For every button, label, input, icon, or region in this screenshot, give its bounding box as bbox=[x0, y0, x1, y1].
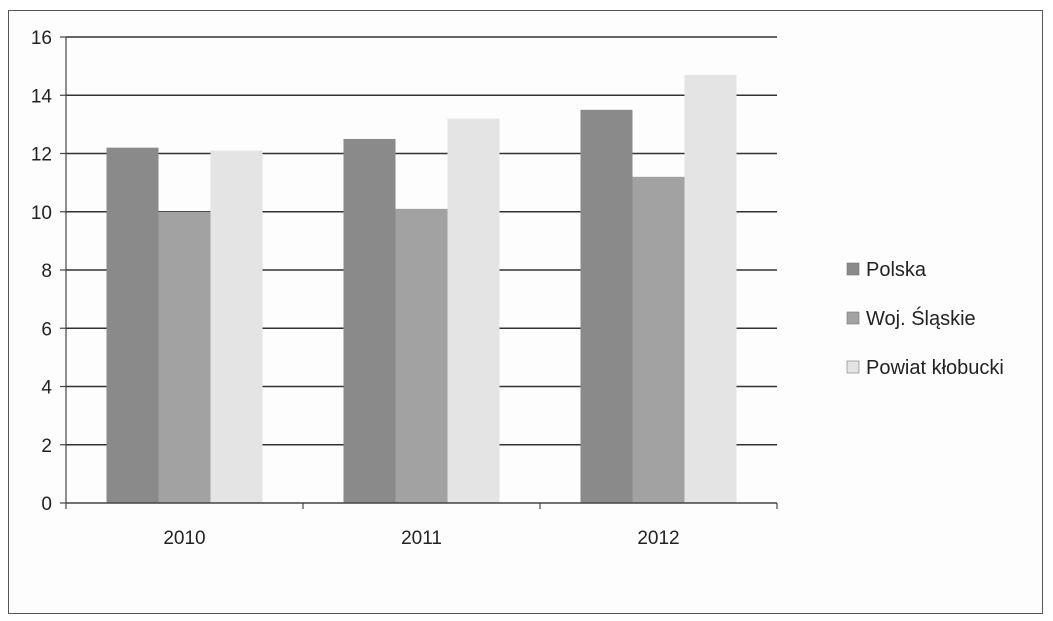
bar-polska-2011 bbox=[343, 138, 396, 503]
bar-powiat-klobucki-2012 bbox=[684, 74, 737, 504]
legend-swatch-powiat-klobucki bbox=[846, 360, 860, 374]
y-tick-label-8: 8 bbox=[41, 261, 52, 282]
chart-frame: 0 2 4 6 8 10 12 14 16 2010 2011 2012 Polska Woj. Śl… bbox=[8, 10, 1043, 614]
x-tick-label-2010: 2010 bbox=[163, 528, 205, 549]
y-tick-label-16: 16 bbox=[31, 28, 52, 49]
y-tick-label-4: 4 bbox=[41, 378, 52, 399]
legend-swatch-woj-slaskie bbox=[846, 311, 860, 325]
legend-label-polska: Polska bbox=[866, 259, 927, 281]
x-tick-label-2011: 2011 bbox=[401, 528, 442, 549]
y-tick-label-0: 0 bbox=[41, 494, 52, 515]
y-axis-ticks: 0 2 4 6 8 10 12 14 16 bbox=[31, 28, 66, 515]
legend-label-woj-slaskie: Woj. Śląskie bbox=[866, 306, 976, 330]
legend-label-powiat-klobucki: Powiat kłobucki bbox=[866, 357, 1004, 379]
bar-woj-slaskie-2010 bbox=[158, 211, 211, 503]
y-tick-label-10: 10 bbox=[31, 203, 52, 224]
legend: Polska Woj. Śląskie Powiat kłobucki bbox=[846, 259, 1004, 379]
x-tick-label-2012: 2012 bbox=[637, 528, 679, 549]
bar-woj-slaskie-2011 bbox=[395, 208, 448, 503]
y-tick-label-12: 12 bbox=[31, 145, 52, 166]
bars bbox=[106, 74, 737, 504]
bar-polska-2010 bbox=[106, 147, 159, 504]
bar-powiat-klobucki-2011 bbox=[447, 118, 500, 504]
bar-woj-slaskie-2012 bbox=[632, 176, 685, 504]
bar-powiat-klobucki-2010 bbox=[210, 150, 263, 503]
y-tick-label-6: 6 bbox=[41, 319, 52, 340]
x-axis-ticks: 2010 2011 2012 bbox=[65, 503, 778, 549]
y-tick-label-14: 14 bbox=[31, 86, 53, 107]
legend-swatch-polska bbox=[846, 262, 860, 276]
bar-chart: 0 2 4 6 8 10 12 14 16 2010 2011 2012 Polska Woj. Śl… bbox=[31, 28, 1004, 549]
bar-polska-2012 bbox=[580, 109, 633, 503]
y-tick-label-2: 2 bbox=[41, 436, 52, 457]
